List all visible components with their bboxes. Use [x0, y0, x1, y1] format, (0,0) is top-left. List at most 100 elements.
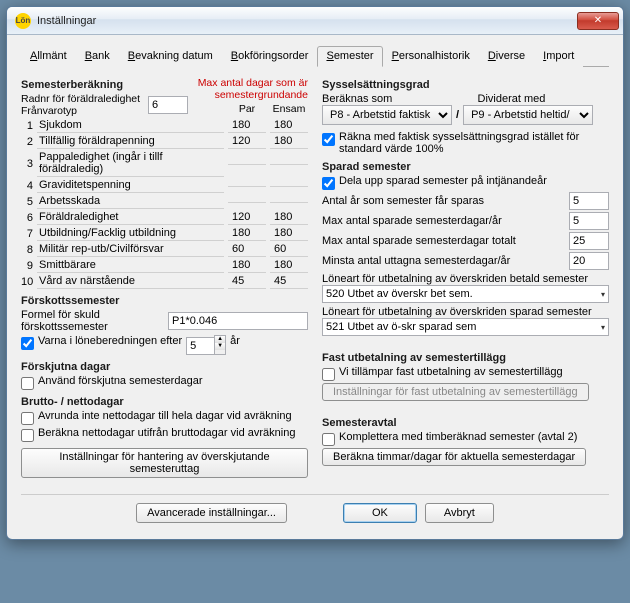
avtal-button[interactable]: Beräkna timmar/dagar för aktuella semest…: [322, 448, 586, 466]
red-note-1: Max antal dagar som är: [188, 77, 308, 89]
row-ensam[interactable]: 180: [270, 134, 308, 149]
row-label[interactable]: Arbetsskada: [37, 194, 224, 209]
cancel-button[interactable]: Avbryt: [425, 503, 494, 523]
row-par[interactable]: [228, 162, 266, 165]
col-ensam-header: Ensam: [270, 103, 308, 115]
tab-bank[interactable]: Bank: [76, 46, 119, 67]
row-par[interactable]: [228, 184, 266, 187]
calc-title: Semesterberäkning: [21, 79, 188, 91]
avtal-checkbox[interactable]: [322, 433, 335, 446]
spin-down[interactable]: ▼: [215, 343, 225, 350]
row-label[interactable]: Vård av närstående: [37, 274, 224, 289]
row-par[interactable]: 180: [228, 118, 266, 133]
row-par[interactable]: 180: [228, 258, 266, 273]
advanced-button[interactable]: Avancerade inställningar...: [136, 503, 287, 523]
tab-diverse[interactable]: Diverse: [479, 46, 534, 67]
line1-label: Antal år som semester får sparas: [322, 195, 563, 207]
tab-allm-nt[interactable]: Allmänt: [21, 46, 76, 67]
avtal-title: Semesteravtal: [322, 417, 609, 429]
titlebar: Lön Inställningar ✕: [7, 7, 623, 35]
combo-dividerat[interactable]: P9 - Arbetstid heltid/: [463, 105, 593, 125]
line2-label: Max antal sparade semesterdagar/år: [322, 215, 563, 227]
table-row: 2 Tillfällig föräldrapenning 120 180: [21, 134, 308, 149]
varna-spinner[interactable]: ▲▼: [186, 335, 226, 355]
table-row: 1Sjukdom180180: [21, 118, 308, 133]
tab-semester[interactable]: Semester: [317, 46, 382, 67]
brutto-chk2[interactable]: [21, 429, 34, 442]
row-ensam[interactable]: [270, 162, 308, 165]
lon2-value: 521 Utbet av ö-skr sparad sem: [326, 321, 476, 333]
tab-personalhistorik[interactable]: Personalhistorik: [383, 46, 479, 67]
rows-table: 1Sjukdom1801802Tillfällig föräldrapennin…: [21, 118, 308, 289]
table-row: 7Utbildning/Facklig utbildning180180: [21, 226, 308, 241]
dropdown-arrow-icon: ▾: [601, 290, 605, 299]
close-button[interactable]: ✕: [577, 12, 619, 30]
tab-import[interactable]: Import: [534, 46, 583, 67]
lon2-dropdown[interactable]: 521 Utbet av ö-skr sparad sem▾: [322, 318, 609, 336]
row-label[interactable]: Tillfällig föräldrapenning: [37, 134, 224, 149]
franvaro-label: Frånvarotyp: [21, 105, 142, 117]
tab-bokf-ringsorder[interactable]: Bokföringsorder: [222, 46, 318, 67]
dela-checkbox[interactable]: [322, 177, 335, 190]
row-label[interactable]: Militär rep-utb/Civilförsvar: [37, 242, 224, 257]
table-row: 4Graviditetspenning: [21, 178, 308, 193]
row-ensam[interactable]: 180: [270, 258, 308, 273]
brutto-chk1[interactable]: [21, 412, 34, 425]
row-label[interactable]: Pappaledighet (ingår i tillf föräldraled…: [37, 150, 224, 177]
row-number: 6: [21, 212, 33, 224]
line4-input[interactable]: [569, 252, 609, 270]
sys-title: Sysselsättningsgrad: [322, 79, 609, 91]
line2-input[interactable]: [569, 212, 609, 230]
varna-unit: år: [230, 335, 240, 347]
rakna-checkbox[interactable]: [322, 133, 335, 146]
lon2-label: Löneart för utbetalning av överskriden s…: [322, 306, 609, 318]
row-ensam[interactable]: [270, 200, 308, 203]
row-ensam[interactable]: 45: [270, 274, 308, 289]
row-ensam[interactable]: 60: [270, 242, 308, 257]
row-number: 2: [21, 136, 33, 148]
col-par-header: Par: [228, 103, 266, 115]
row-label[interactable]: Smittbärare: [37, 258, 224, 273]
row-par[interactable]: 60: [228, 242, 266, 257]
row-par[interactable]: [228, 200, 266, 203]
avtal-label: Komplettera med timberäknad semester (av…: [339, 431, 577, 443]
right-column: Sysselsättningsgrad Beräknas som Divider…: [322, 75, 609, 484]
row-label[interactable]: Sjukdom: [37, 118, 224, 133]
row-par[interactable]: 180: [228, 226, 266, 241]
formel-label: Formel för skuld förskottssemester: [21, 309, 162, 333]
row-ensam[interactable]: [270, 184, 308, 187]
varna-checkbox[interactable]: [21, 337, 34, 350]
left-column: Semesterberäkning Radnr för föräldraledi…: [21, 75, 308, 484]
formel-input[interactable]: [168, 312, 308, 330]
lon1-dropdown[interactable]: 520 Utbet av överskr bet sem.▾: [322, 285, 609, 303]
row-ensam[interactable]: 180: [270, 210, 308, 225]
line1-input[interactable]: [569, 192, 609, 210]
spin-up[interactable]: ▲: [215, 336, 225, 343]
row-number: 8: [21, 244, 33, 256]
row-par[interactable]: 45: [228, 274, 266, 289]
ok-button[interactable]: OK: [343, 503, 417, 523]
row-ensam[interactable]: 180: [270, 226, 308, 241]
fast-label: Vi tillämpar fast utbetalning av semeste…: [339, 366, 563, 378]
combo-beraknas[interactable]: P8 - Arbetstid faktisk: [322, 105, 452, 125]
row-par[interactable]: 120: [228, 210, 266, 225]
table-row: 5Arbetsskada: [21, 194, 308, 209]
brutto-button[interactable]: Inställningar för hantering av överskjut…: [21, 448, 308, 478]
red-note-2: semestergrundande: [188, 89, 308, 101]
row-label[interactable]: Föräldraledighet: [37, 210, 224, 225]
fast-checkbox[interactable]: [322, 368, 335, 381]
row-label[interactable]: Utbildning/Facklig utbildning: [37, 226, 224, 241]
varna-value[interactable]: [186, 337, 214, 355]
row-label[interactable]: Graviditetspenning: [37, 178, 224, 193]
line3-input[interactable]: [569, 232, 609, 250]
forskj-checkbox[interactable]: [21, 377, 34, 390]
tab-bevakning-datum[interactable]: Bevakning datum: [119, 46, 222, 67]
franvaro-input[interactable]: [148, 96, 188, 114]
brutto-chk2-label: Beräkna nettodagar utifrån bruttodagar v…: [38, 427, 295, 439]
table-row: 9Smittbärare180180: [21, 258, 308, 273]
sparad-title: Sparad semester: [322, 161, 609, 173]
row-ensam[interactable]: 180: [270, 118, 308, 133]
row-par[interactable]: 120: [228, 134, 266, 149]
rakna-label: Räkna med faktisk sysselsättningsgrad is…: [339, 131, 609, 155]
window-title: Inställningar: [37, 15, 577, 27]
